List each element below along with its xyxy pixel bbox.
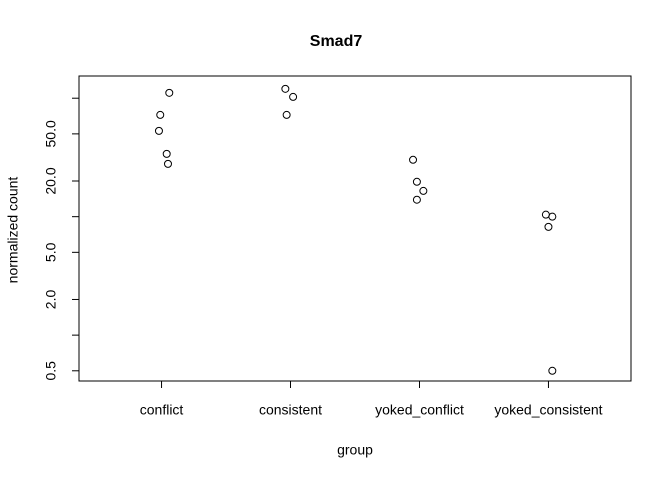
y-tick-label: 0.5 [43, 361, 59, 381]
point [548, 366, 557, 375]
point [282, 110, 291, 119]
point [162, 149, 171, 158]
plot-frame [78, 75, 632, 382]
x-tick-label: conflict [140, 402, 184, 418]
point [541, 210, 550, 219]
chart-title: Smad7 [310, 33, 363, 50]
y-tick-label: 2.0 [43, 290, 59, 310]
y-axis-label: normalized count [5, 177, 21, 284]
point [165, 88, 174, 97]
point [544, 222, 553, 231]
point [154, 126, 163, 135]
x-tick-label: yoked_conflict [375, 402, 464, 418]
point [412, 195, 421, 204]
point [156, 110, 165, 119]
point [163, 159, 172, 168]
point [289, 92, 298, 101]
point [419, 186, 428, 195]
y-tick-label: 20.0 [43, 167, 59, 194]
y-tick-label: 50.0 [43, 120, 59, 147]
x-axis-label: group [337, 442, 373, 458]
point [409, 155, 418, 164]
x-tick-label: consistent [259, 402, 322, 418]
point [548, 212, 557, 221]
point [412, 177, 421, 186]
y-tick-label: 5.0 [43, 242, 59, 262]
point [281, 84, 290, 93]
x-tick-label: yoked_consistent [494, 402, 602, 418]
